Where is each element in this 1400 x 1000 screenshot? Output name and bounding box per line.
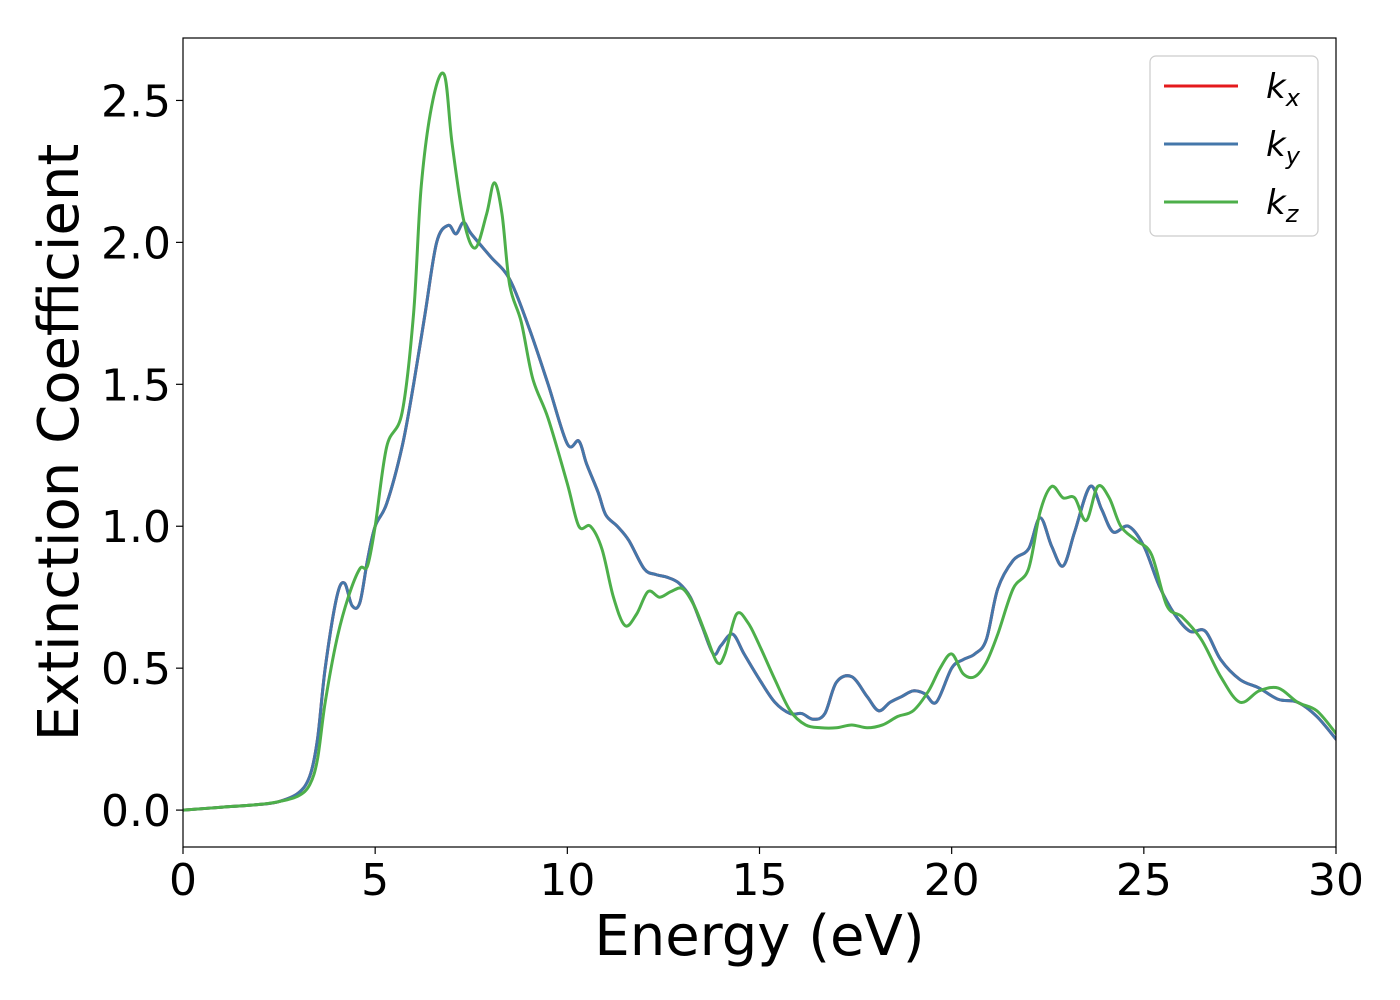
- series-line-x: [183, 221, 1336, 812]
- x-tick-label: 25: [1116, 855, 1172, 906]
- y-tick-label: 2.5: [101, 76, 171, 127]
- plot-frame: [182, 37, 1337, 848]
- y-axis-title: Extinction Coefficient: [27, 144, 92, 742]
- y-tick-label: 2.0: [101, 218, 171, 269]
- series-line-y: [183, 221, 1336, 812]
- x-tick-label: 15: [732, 855, 788, 906]
- y-tick-label: 0.5: [101, 644, 171, 695]
- x-axis-title: Energy (eV): [594, 904, 924, 969]
- x-tick-label: 20: [924, 855, 980, 906]
- x-tick-label: 5: [361, 855, 389, 906]
- series-line-z: [183, 71, 1336, 812]
- legend: kx ky kz: [1149, 55, 1319, 237]
- x-axis-ticks: 0 5 10 15 20 25 30: [169, 847, 1364, 906]
- legend-label-x: kx: [1266, 67, 1301, 112]
- y-tick-label: 1.5: [101, 360, 171, 411]
- y-tick-label: 0.0: [101, 786, 171, 837]
- x-tick-label: 10: [539, 855, 595, 906]
- legend-box: [1149, 55, 1319, 237]
- y-tick-label: 1.0: [101, 502, 171, 553]
- y-axis-ticks: 0.0 0.5 1.0 1.5 2.0 2.5: [101, 76, 183, 837]
- x-tick-label: 30: [1308, 855, 1364, 906]
- x-tick-label: 0: [169, 855, 197, 906]
- legend-label-y: ky: [1266, 125, 1301, 170]
- legend-label-z: kz: [1266, 183, 1300, 228]
- series-lines: [183, 71, 1336, 812]
